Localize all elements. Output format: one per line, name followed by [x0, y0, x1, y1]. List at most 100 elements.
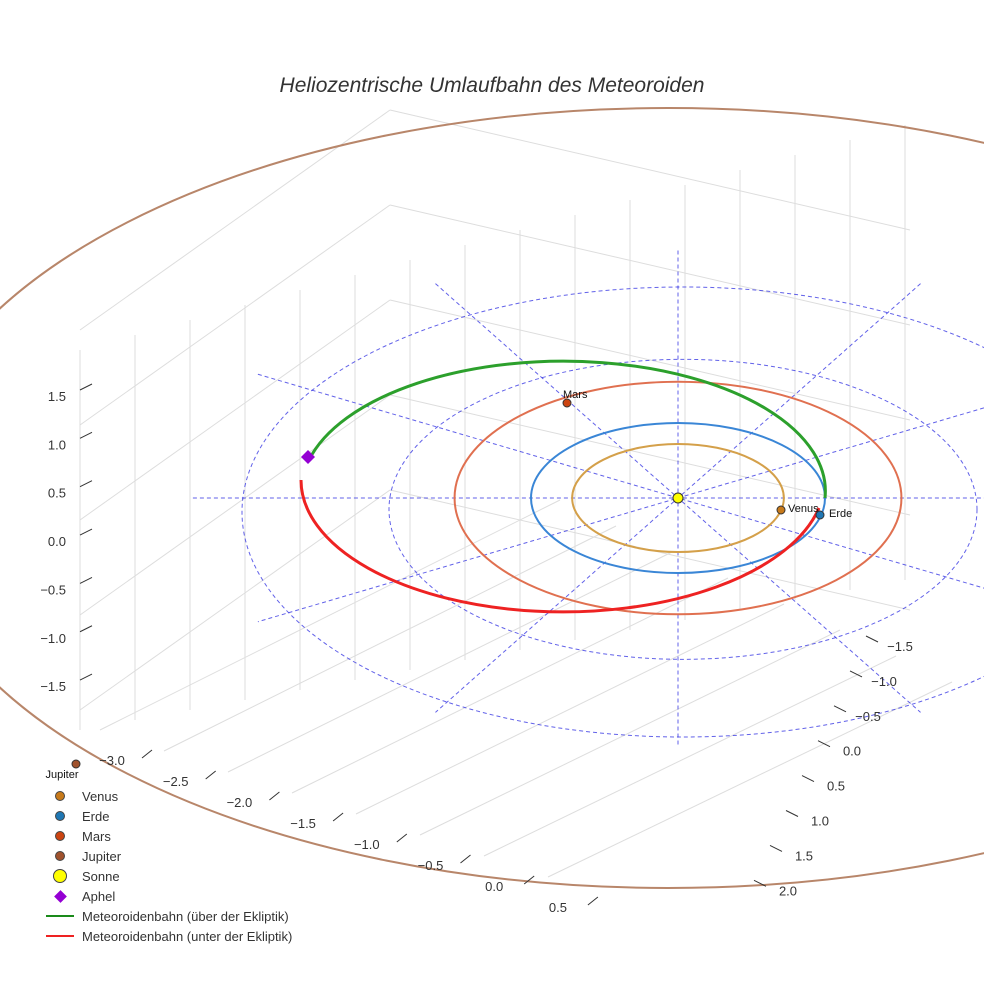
- z-tick-label: −1.0: [40, 631, 66, 646]
- legend-item[interactable]: Mars: [40, 826, 292, 846]
- legend-label: Sonne: [82, 868, 120, 884]
- legend-label: Meteoroidenbahn (unter der Ekliptik): [82, 928, 293, 944]
- y-tick: [865, 635, 879, 643]
- grid-line: [389, 394, 911, 516]
- legend-symbol-icon: [40, 851, 80, 861]
- grid-line: [483, 655, 897, 857]
- z-tick-label: 0.5: [48, 486, 66, 501]
- grid-line: [419, 629, 841, 836]
- legend-label: Erde: [82, 808, 110, 824]
- z-tick: [79, 383, 93, 391]
- erde-label: Erde: [829, 508, 852, 520]
- erde-marker: [815, 510, 825, 520]
- legend-label: Jupiter: [82, 848, 122, 864]
- y-tick-label: 1.0: [811, 814, 829, 829]
- y-tick-label: −0.5: [855, 709, 881, 724]
- y-tick-label: 2.0: [779, 883, 797, 898]
- grid-line: [79, 109, 391, 331]
- y-tick: [801, 775, 815, 783]
- grid-line: [79, 299, 391, 521]
- z-tick: [79, 431, 93, 439]
- grid-line: [163, 525, 617, 752]
- legend-symbol-icon: [40, 889, 80, 903]
- x-tick-label: −1.0: [354, 837, 380, 852]
- z-tick: [79, 673, 93, 681]
- grid-line: [79, 394, 391, 616]
- legend-symbol-icon: [40, 869, 80, 883]
- x-tick-label: −2.5: [163, 774, 189, 789]
- z-tick: [79, 576, 93, 584]
- z-tick-label: 1.5: [48, 389, 66, 404]
- y-tick-label: 1.5: [795, 848, 813, 863]
- legend-symbol-icon: [40, 915, 80, 917]
- legend: Venus Erde Mars Jupiter Sonne Aphel Meteoroide…: [40, 786, 292, 946]
- z-tick: [79, 625, 93, 633]
- x-tick-label: 0.0: [485, 879, 503, 894]
- x-tick-label: 0.5: [549, 900, 567, 915]
- legend-item[interactable]: Sonne: [40, 866, 292, 886]
- chart-title: Heliozentrische Umlaufbahn des Meteoroid…: [279, 74, 705, 97]
- legend-symbol-icon: [40, 831, 80, 841]
- legend-item[interactable]: Jupiter: [40, 846, 292, 866]
- x-tick: [523, 875, 535, 885]
- y-tick: [849, 670, 863, 678]
- z-tick-label: −1.5: [40, 679, 66, 694]
- legend-label: Mars: [82, 828, 111, 844]
- legend-item[interactable]: Meteoroidenbahn (über der Ekliptik): [40, 906, 292, 926]
- legend-item[interactable]: Aphel: [40, 886, 292, 906]
- grid-line: [547, 681, 953, 878]
- orbit-jupiter: [0, 107, 984, 889]
- y-tick-label: 0.0: [843, 744, 861, 759]
- x-tick: [460, 854, 471, 864]
- jupiter-marker: [71, 759, 81, 769]
- mars-marker: [562, 398, 572, 408]
- x-tick: [587, 896, 599, 906]
- legend-label: Meteoroidenbahn (über der Ekliptik): [82, 908, 289, 924]
- y-tick-label: −1.0: [871, 674, 897, 689]
- x-tick-label: −1.5: [290, 816, 316, 831]
- x-tick: [205, 770, 217, 780]
- venus-label: Venus: [788, 503, 819, 515]
- x-tick: [269, 791, 280, 801]
- ecliptic-ring: [388, 358, 978, 660]
- grid-line: [227, 551, 673, 773]
- venus-marker: [776, 505, 786, 515]
- grid-line: [389, 299, 911, 421]
- grid-line: [79, 204, 391, 426]
- grid-line: [389, 204, 911, 326]
- sun-marker: [672, 492, 684, 504]
- aphel-marker: [301, 450, 315, 464]
- ecliptic-ring: [241, 286, 984, 738]
- legend-symbol-icon: [40, 791, 80, 801]
- y-tick: [753, 879, 767, 887]
- orbit-venus: [571, 443, 785, 553]
- z-tick-label: −0.5: [40, 582, 66, 597]
- meteoroid-orbit-above: [307, 359, 827, 499]
- x-tick-label: −0.5: [418, 858, 444, 873]
- legend-label: Venus: [82, 788, 119, 804]
- y-tick: [769, 844, 783, 852]
- z-tick-label: 0.0: [48, 534, 66, 549]
- legend-item[interactable]: Venus: [40, 786, 292, 806]
- y-tick-label: −1.5: [887, 639, 913, 654]
- x-tick: [332, 812, 344, 822]
- legend-item[interactable]: Erde: [40, 806, 292, 826]
- z-tick: [79, 480, 93, 488]
- legend-symbol-icon: [40, 811, 80, 821]
- orbit-mars: [453, 380, 903, 616]
- y-tick: [817, 740, 831, 748]
- legend-item[interactable]: Meteoroidenbahn (unter der Ekliptik): [40, 926, 292, 946]
- grid-line: [79, 489, 391, 711]
- grid-line: [99, 499, 561, 731]
- z-tick: [79, 528, 93, 536]
- x-tick-label: −2.0: [227, 795, 253, 810]
- legend-symbol-icon: [40, 935, 80, 937]
- y-tick: [833, 705, 847, 713]
- x-tick: [396, 833, 408, 843]
- x-tick-label: −3.0: [99, 753, 125, 768]
- mars-label: Mars: [563, 389, 588, 401]
- legend-label: Aphel: [82, 888, 116, 904]
- meteoroid-orbit-below: [299, 479, 821, 614]
